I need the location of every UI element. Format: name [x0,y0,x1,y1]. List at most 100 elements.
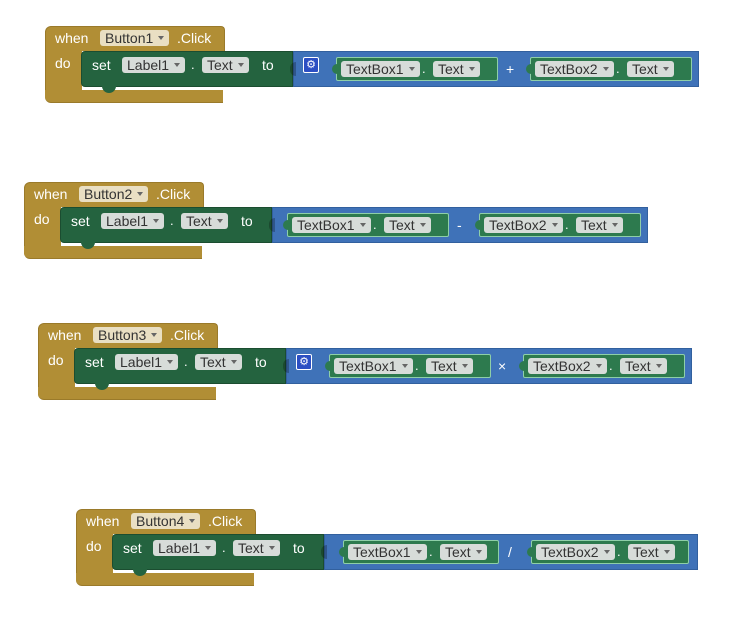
math-socket [321,545,327,559]
set-block[interactable]: set Label1 . Text to [74,348,286,390]
getter-plug [475,220,480,230]
button-dropdown[interactable]: Button2 [79,186,149,202]
property-dropdown[interactable]: Text [628,544,675,560]
set-block-notch [102,86,116,93]
click-event-label: .Click [170,327,205,343]
textbox-getter-left[interactable]: TextBox1 . Text [339,540,499,564]
property-dropdown[interactable]: Text [620,358,667,374]
math-add-block[interactable]: ⚙ TextBox1 . Text + TextBox2 . Text [290,51,699,87]
component-dropdown[interactable]: Label1 [101,213,165,229]
property-dropdown[interactable]: Text [384,217,431,233]
set-block-notch [133,569,147,576]
event-block-button4-click[interactable]: when Button4 .Click do set Label1 . Text… [76,509,706,589]
event-block-button1-click[interactable]: when Button1 .Click do set Label1 . Text… [45,26,705,106]
event-block-button3-click[interactable]: when Button3 .Click do set Label1 . Text… [38,323,698,403]
textbox-dropdown[interactable]: TextBox1 [348,544,427,560]
to-label: to [293,540,305,556]
do-label: do [86,538,102,554]
operator-label: / [508,544,512,560]
textbox-getter-left[interactable]: TextBox1 . Text [332,57,498,81]
getter-plug [325,361,330,371]
property-dropdown[interactable]: Text [627,61,674,77]
component-dropdown[interactable]: Label1 [115,354,179,370]
dot-separator: . [429,544,433,559]
getter-plug [283,220,288,230]
getter-plug [527,547,532,557]
property-dropdown[interactable]: Text [433,61,480,77]
dot-separator: . [170,213,174,228]
textbox-dropdown[interactable]: TextBox1 [334,358,413,374]
gear-icon[interactable]: ⚙ [303,57,319,73]
math-multiply-block[interactable]: ⚙ TextBox1 . Text × TextBox2 . Text [283,348,692,384]
getter-plug [526,64,531,74]
textbox-getter-left[interactable]: TextBox1 . Text [325,354,491,378]
dot-separator: . [222,540,226,555]
dot-separator: . [422,61,426,76]
math-socket [290,62,296,76]
textbox-getter-right[interactable]: TextBox2 . Text [527,540,689,564]
when-label: when [34,186,68,202]
property-dropdown[interactable]: Text [233,540,280,556]
operator-label: - [457,217,462,233]
getter-plug [519,361,524,371]
math-socket [269,218,275,232]
when-label: when [86,513,120,529]
set-block[interactable]: set Label1 . Text to [112,534,324,576]
math-subtract-block[interactable]: TextBox1 . Text - TextBox2 . Text [269,207,648,243]
getter-plug [332,64,337,74]
textbox-getter-right[interactable]: TextBox2 . Text [526,57,692,81]
dot-separator: . [616,61,620,76]
textbox-getter-right[interactable]: TextBox2 . Text [519,354,685,378]
dot-separator: . [191,57,195,72]
property-dropdown[interactable]: Text [576,217,623,233]
textbox-getter-right[interactable]: TextBox2 . Text [475,213,641,237]
button-dropdown[interactable]: Button4 [131,513,201,529]
component-dropdown[interactable]: Label1 [153,540,217,556]
dot-separator: . [184,354,188,369]
event-footer [38,387,216,400]
event-footer [76,573,254,586]
textbox-dropdown[interactable]: TextBox2 [535,61,614,77]
set-label: set [123,540,142,556]
set-label: set [71,213,90,229]
when-label: when [48,327,82,343]
operator-label: + [506,61,515,77]
when-label: when [55,30,89,46]
component-dropdown[interactable]: Label1 [122,57,186,73]
property-dropdown[interactable]: Text [181,213,228,229]
set-label: set [92,57,111,73]
operator-label: × [498,358,507,374]
textbox-dropdown[interactable]: TextBox1 [341,61,420,77]
getter-plug [339,547,344,557]
set-block-notch [81,242,95,249]
property-dropdown[interactable]: Text [202,57,249,73]
dot-separator: . [565,217,569,232]
click-event-label: .Click [156,186,191,202]
property-dropdown[interactable]: Text [426,358,473,374]
click-event-label: .Click [208,513,243,529]
set-label: set [85,354,104,370]
math-divide-block[interactable]: TextBox1 . Text / TextBox2 . Text [321,534,698,570]
button-dropdown[interactable]: Button1 [100,30,170,46]
textbox-dropdown[interactable]: TextBox2 [528,358,607,374]
property-dropdown[interactable]: Text [440,544,487,560]
to-label: to [262,57,274,73]
set-block[interactable]: set Label1 . Text to [60,207,272,249]
property-dropdown[interactable]: Text [195,354,242,370]
to-label: to [255,354,267,370]
gear-icon[interactable]: ⚙ [296,354,312,370]
do-label: do [34,211,50,227]
click-event-label: .Click [177,30,212,46]
set-block[interactable]: set Label1 . Text to [81,51,293,93]
event-footer [45,90,223,103]
dot-separator: . [617,544,621,559]
event-footer [24,246,202,259]
event-block-button2-click[interactable]: when Button2 .Click do set Label1 . Text… [24,182,654,262]
textbox-dropdown[interactable]: TextBox1 [292,217,371,233]
dot-separator: . [609,358,613,373]
textbox-getter-left[interactable]: TextBox1 . Text [283,213,449,237]
textbox-dropdown[interactable]: TextBox2 [536,544,615,560]
button-dropdown[interactable]: Button3 [93,327,163,343]
math-socket [283,359,289,373]
textbox-dropdown[interactable]: TextBox2 [484,217,563,233]
